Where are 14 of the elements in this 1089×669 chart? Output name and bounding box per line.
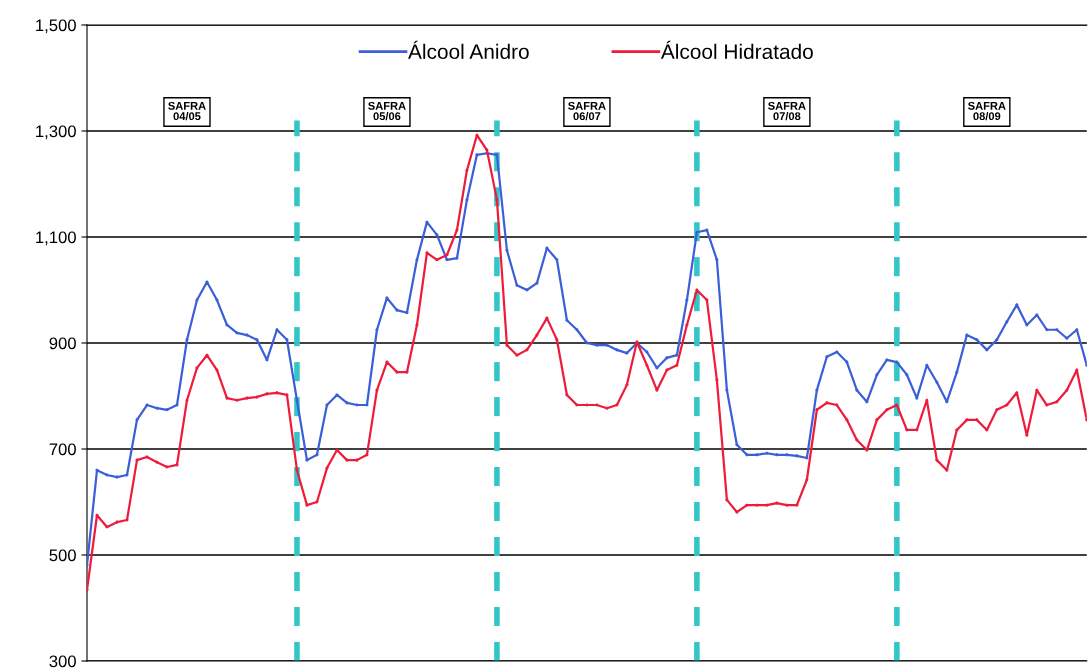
annotation: SAFRA 08/09 — [968, 101, 1006, 121]
legend-label: Álcool Anidro — [408, 40, 529, 60]
y-tick-label: 500 — [49, 549, 76, 562]
y-tick-label: 1,300 — [36, 125, 76, 140]
y-tick-label: 900 — [49, 337, 76, 350]
y-tick-label: 1,100 — [36, 231, 76, 246]
y-tick-label: 700 — [49, 443, 76, 456]
y-tick-label: 300 — [49, 655, 76, 668]
annotation: SAFRA 04/05 — [168, 101, 206, 121]
y-tick-label: 1,500 — [36, 19, 76, 34]
annotation: SAFRA 05/06 — [368, 101, 406, 121]
annotation: SAFRA 06/07 — [568, 101, 606, 121]
annotation: SAFRA 07/08 — [768, 101, 806, 121]
legend-label: Álcool Hidratado — [660, 40, 813, 60]
